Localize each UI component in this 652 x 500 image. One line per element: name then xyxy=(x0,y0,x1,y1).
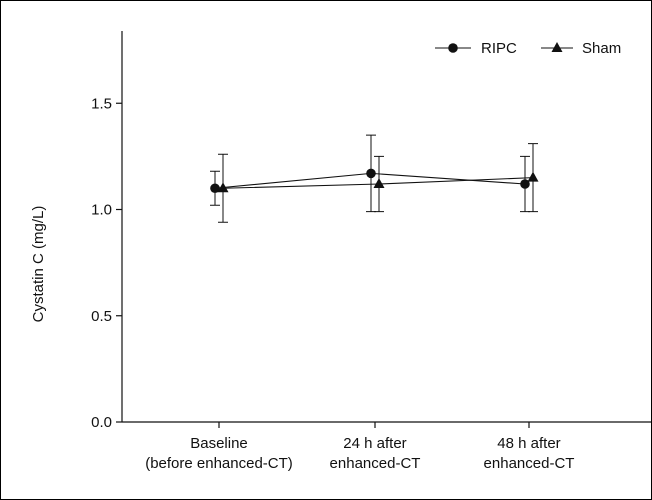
y-ticks: 0.0 0.5 1.0 1.5 xyxy=(91,95,122,431)
axes xyxy=(121,31,651,423)
x-tick-label: 24 h after xyxy=(343,435,406,452)
legend: RIPC Sham xyxy=(435,40,621,57)
data-point-circle xyxy=(520,179,530,189)
y-tick-label: 0.5 xyxy=(91,308,112,325)
x-tick-label: 48 h after xyxy=(497,435,560,452)
y-tick-label: 0.0 xyxy=(91,414,112,431)
data-point-triangle xyxy=(527,171,539,182)
data-point-triangle xyxy=(373,178,385,188)
data-point-circle xyxy=(210,183,220,194)
x-ticks: Baseline (before enhanced-CT) 24 h after en… xyxy=(145,422,574,472)
legend-item-ripc: RIPC xyxy=(435,40,517,57)
legend-label: Sham xyxy=(582,40,621,57)
legend-marker-circle xyxy=(448,43,458,53)
y-tick-label: 1.0 xyxy=(91,202,112,219)
series-ripc xyxy=(210,134,530,213)
legend-item-sham: Sham xyxy=(541,40,621,57)
data-point-triangle xyxy=(217,182,229,193)
legend-label: RIPC xyxy=(481,40,517,57)
x-tick-label: enhanced-CT xyxy=(484,455,575,472)
series-group xyxy=(210,134,539,223)
y-axis-title: Cystatin C (mg/L) xyxy=(30,206,47,323)
x-tick-label: (before enhanced-CT) xyxy=(145,455,293,472)
x-tick-label: Baseline xyxy=(190,435,248,452)
y-tick-label: 1.5 xyxy=(91,95,112,112)
legend-marker-triangle xyxy=(551,42,563,52)
data-point-circle xyxy=(366,168,376,179)
series-sham xyxy=(217,143,539,223)
x-tick-label: enhanced-CT xyxy=(330,455,421,472)
